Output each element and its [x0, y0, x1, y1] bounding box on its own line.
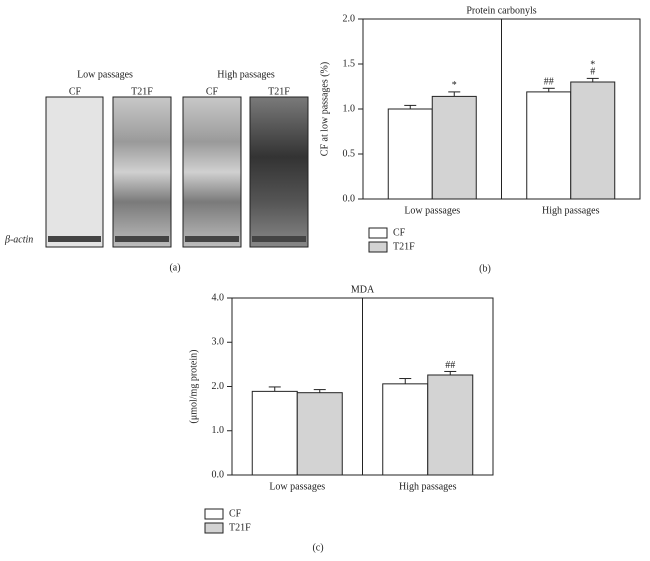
y-tick-label: 3.0: [212, 337, 225, 348]
annotation: *: [452, 80, 457, 91]
bar: [251, 390, 298, 476]
legend-label: CF: [229, 508, 242, 519]
lane-label: CF: [206, 86, 219, 97]
legend-swatch: [204, 522, 224, 534]
annotation: #: [590, 67, 595, 78]
y-tick-label: 2.0: [212, 381, 225, 392]
annotation: ##: [445, 360, 455, 371]
group-label: Low passages: [77, 69, 133, 80]
blot-panel: [45, 96, 104, 248]
legend-swatch: [368, 227, 388, 239]
legend-label: CF: [393, 227, 406, 238]
blot-panel: [112, 96, 172, 248]
y-tick-label: 1.0: [343, 103, 356, 114]
legend-swatch: [368, 241, 388, 253]
panel-label: (c): [312, 542, 323, 553]
annotation: ##: [544, 77, 554, 88]
y-tick-label: 4.0: [212, 292, 225, 303]
bar: [570, 81, 616, 200]
panel-label: (b): [479, 263, 491, 274]
bar: [427, 374, 474, 476]
y-axis-label: CF at low passages (%): [319, 62, 330, 156]
bar: [431, 95, 477, 200]
chart-title: Protein carbonyls: [466, 5, 536, 16]
legend-swatch: [204, 508, 224, 520]
blot-panel: [182, 96, 242, 248]
bar: [387, 108, 433, 200]
annotation: *: [590, 60, 595, 71]
legend-label: T21F: [229, 522, 251, 533]
loading-control-label: β-actin: [4, 234, 33, 245]
y-tick-label: 0.0: [343, 193, 356, 204]
y-tick-label: 0.0: [212, 469, 225, 480]
y-tick-label: 1.5: [343, 58, 356, 69]
x-tick-label: Low passages: [269, 481, 325, 492]
lane-label: T21F: [268, 86, 290, 97]
lane-label: CF: [69, 86, 82, 97]
x-tick-label: High passages: [542, 205, 600, 216]
panel-label: (a): [169, 262, 180, 273]
legend-label: T21F: [393, 241, 415, 252]
bar: [296, 392, 343, 476]
chart-title: MDA: [351, 284, 375, 295]
bar: [526, 91, 572, 200]
group-label: High passages: [217, 69, 275, 80]
blot: Low passages High passages CF T21F CF T2…: [4, 69, 309, 273]
lane-label: T21F: [131, 86, 153, 97]
x-tick-label: Low passages: [404, 205, 460, 216]
y-axis-label: (μmol/mg protein): [188, 350, 199, 424]
y-tick-label: 0.5: [343, 148, 356, 159]
y-tick-label: 1.0: [212, 425, 225, 436]
actin-bands: [48, 236, 306, 242]
x-tick-label: High passages: [399, 481, 457, 492]
blot-panel: [249, 96, 309, 248]
bar: [382, 383, 429, 476]
y-tick-label: 2.0: [343, 13, 356, 24]
